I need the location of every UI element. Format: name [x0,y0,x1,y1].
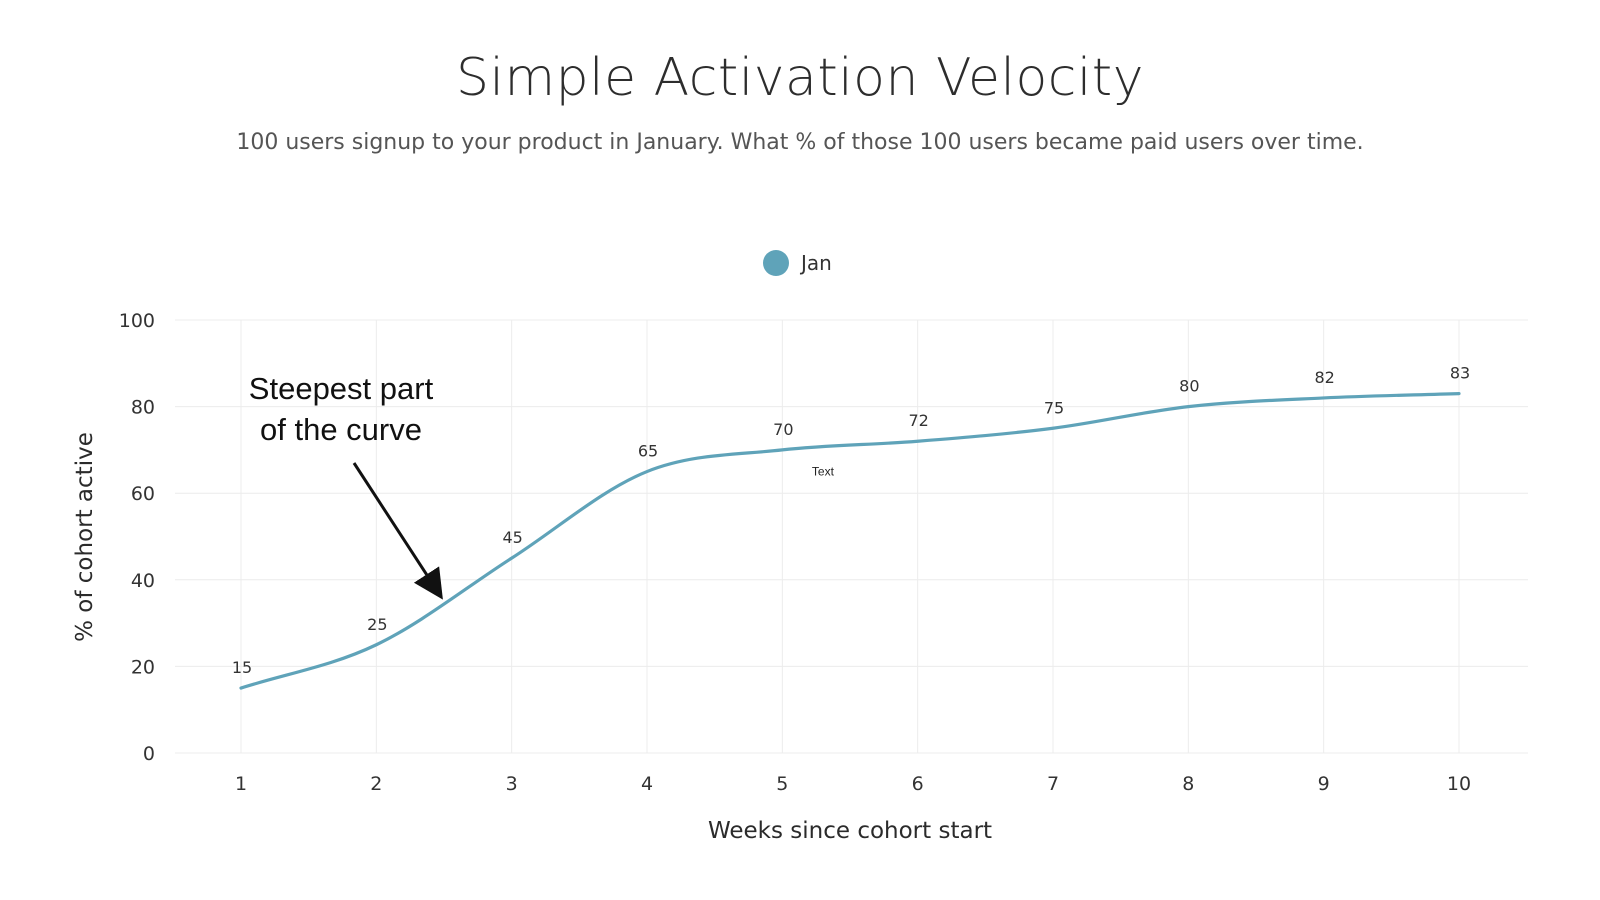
legend: Jan [763,250,832,276]
data-label: 45 [502,528,522,547]
data-label: 83 [1450,364,1470,383]
x-tick-label: 5 [776,773,788,795]
annotation-text-line-2: of the curve [260,412,422,447]
x-tick-label: 4 [641,773,653,795]
data-label: 82 [1314,368,1334,387]
y-tick-label: 20 [131,656,155,678]
x-tick-label: 10 [1447,773,1471,795]
x-tick-label: 2 [370,773,382,795]
y-tick-label: 100 [119,310,155,332]
x-tick-label: 9 [1318,773,1330,795]
annotation-text-line-1: Steepest part [249,371,434,406]
data-label: 75 [1044,398,1064,417]
x-tick-label: 6 [912,773,924,795]
x-tick-label: 3 [506,773,518,795]
data-label: 25 [367,615,387,634]
y-tick-label: 0 [143,743,155,765]
series-jan [239,392,1461,690]
y-tick-label: 80 [131,397,155,419]
chart-subtitle: 100 users signup to your product in Janu… [236,130,1364,155]
data-labels: 15 25 45 65 70 72 75 80 82 83 [232,364,1470,677]
x-tick-label: 7 [1047,773,1059,795]
legend-label-jan: Jan [801,251,832,275]
annotation-note: Text [812,465,835,479]
x-tick-label: 1 [235,773,247,795]
grid [175,319,1528,754]
y-axis-title: % of cohort active [72,432,98,642]
chart-title: Simple Activation Velocity [456,48,1144,108]
x-axis-title: Weeks since cohort start [708,818,992,844]
annotation-arrow [352,462,443,600]
data-label: 15 [232,658,252,677]
x-tick-label: 8 [1182,773,1194,795]
data-label: 72 [908,411,928,430]
y-tick-label: 60 [131,483,155,505]
series-line-jan [239,392,1461,690]
data-label: 65 [638,442,658,461]
y-tick-label: 40 [131,570,155,592]
legend-swatch-jan [763,250,789,276]
data-label: 80 [1179,377,1199,396]
data-label: 70 [773,420,793,439]
annotations: Steepest part of the curve Text [249,371,835,600]
